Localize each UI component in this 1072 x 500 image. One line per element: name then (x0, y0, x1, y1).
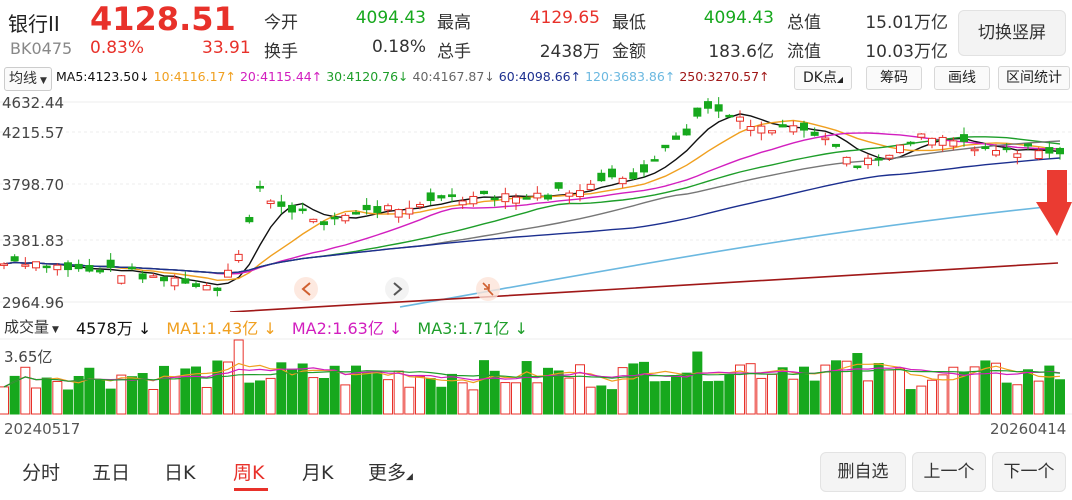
volume-ma2: MA2:1.63亿 ↓ (291, 319, 403, 338)
ma10-legend: 10:4116.17↑ (153, 69, 236, 84)
ma30-legend: 30:4120.76↓ (326, 69, 409, 84)
ma-selector[interactable]: 均线 ▼ (4, 67, 52, 91)
current-price: 4128.51 (90, 0, 236, 38)
tab-five-day[interactable]: 五日 (92, 462, 131, 484)
stat-label-low: 最低 (612, 13, 646, 33)
shrink-nav-icon[interactable] (476, 277, 500, 301)
price-axis-label: 3798.70 (2, 176, 64, 194)
price-axis-label: 2964.96 (2, 294, 64, 312)
volume-chart[interactable] (0, 338, 1072, 416)
stat-value-total-value: 15.01万亿 (865, 13, 948, 33)
switch-portrait-button[interactable]: 切换竖屏 (958, 10, 1066, 56)
ma-lines (3, 113, 1066, 312)
active-tab-underline (234, 488, 268, 491)
volume-selector-label: 成交量 (4, 318, 50, 336)
stat-label-total-value: 总值 (787, 13, 821, 33)
price-axis-label: 3381.83 (2, 232, 64, 250)
dropdown-triangle-icon: ▼ (52, 325, 59, 335)
ma5-legend: MA5:4123.50↓ (56, 69, 150, 84)
stat-value-turnover: 0.18% (371, 37, 426, 57)
ma60-legend: 60:4098.66↑ (498, 69, 582, 84)
volume-ma3: MA3:1.71亿 ↓ (417, 319, 528, 338)
price-axis-label: 4215.57 (2, 124, 64, 142)
stat-value-amount: 183.6亿 (708, 42, 774, 62)
stat-label-open: 今开 (264, 13, 298, 33)
ma20-legend: 20:4115.44↑ (239, 69, 323, 84)
prev-nav-icon[interactable] (294, 277, 318, 301)
end-date: 20260414 (990, 420, 1067, 438)
change-amount: 33.91 (202, 38, 251, 58)
ma-selector-label: 均线 (9, 71, 37, 87)
dk-point-label: DK点 (802, 70, 837, 86)
ma-legend: MA5:4123.50↓ 10:4116.17↑ 20:4115.44↑ 30:… (56, 69, 770, 84)
kline-chart[interactable]: 4632.44 4215.57 3798.70 3381.83 2964.96 (0, 92, 1072, 312)
stat-value-low: 4094.43 (703, 8, 774, 28)
ma120-legend: 120:3683.86↑ (585, 69, 676, 84)
tab-intraday[interactable]: 分时 (22, 462, 61, 484)
ma40-legend: 40:4167.87↓ (412, 69, 495, 84)
volume-legend: 4578万 ↓ MA1:1.43亿 ↓ MA2:1.63亿 ↓ MA3:1.71… (76, 315, 528, 339)
stat-label-high: 最高 (437, 13, 471, 33)
tab-more[interactable]: 更多◢ (368, 458, 413, 485)
stat-label-total-hands: 总手 (437, 42, 471, 62)
volume-ma1: MA1:1.43亿 ↓ (166, 319, 277, 338)
tab-monthly-k[interactable]: 月K (302, 462, 334, 484)
dropdown-corner-icon: ◢ (406, 472, 413, 482)
dk-point-button[interactable]: DK点◢ (794, 66, 852, 90)
tab-weekly-k[interactable]: 周K (233, 462, 265, 484)
start-date: 20240517 (4, 420, 81, 438)
volume-selector[interactable]: 成交量 ▼ (4, 316, 59, 337)
price-grid (0, 101, 1072, 303)
chips-button[interactable]: 筹码 (866, 66, 922, 90)
volume-max-label: 3.65亿 (4, 348, 53, 366)
draw-line-button[interactable]: 画线 (934, 66, 990, 90)
dropdown-corner-icon: ◢ (836, 75, 844, 84)
tab-daily-k[interactable]: 日K (164, 462, 196, 484)
stat-label-float-value: 流值 (787, 42, 821, 62)
stat-label-amount: 金额 (612, 42, 646, 62)
price-axis: 4632.44 4215.57 3798.70 3381.83 2964.96 (2, 94, 64, 312)
remove-watchlist-button[interactable]: 删自选 (820, 452, 906, 492)
stock-name: 银行II (8, 12, 60, 36)
volume-bars (0, 339, 1065, 415)
volume-ma-lines (3, 362, 1061, 388)
change-percent: 0.83% (90, 38, 145, 58)
tab-more-label: 更多 (368, 462, 407, 484)
stat-label-turnover: 换手 (264, 42, 298, 62)
stat-value-float-value: 10.03万亿 (865, 42, 948, 62)
next-stock-button[interactable]: 下一个 (992, 452, 1066, 492)
down-arrow-icon (1036, 170, 1072, 236)
previous-stock-button[interactable]: 上一个 (912, 452, 986, 492)
stat-value-open: 4094.43 (355, 8, 426, 28)
ma250-legend: 250:3270.57↑ (679, 69, 770, 84)
price-axis-label: 4632.44 (2, 94, 64, 112)
stat-value-high: 4129.65 (529, 8, 600, 28)
volume-current: 4578万 ↓ (76, 319, 152, 338)
next-nav-icon[interactable] (385, 277, 409, 301)
range-stats-button[interactable]: 区间统计 (998, 66, 1070, 90)
stat-value-total-hands: 2438万 (539, 42, 600, 62)
dropdown-triangle-icon: ▼ (40, 76, 47, 86)
candles (0, 97, 1064, 297)
stock-code: BK0475 (10, 39, 73, 58)
